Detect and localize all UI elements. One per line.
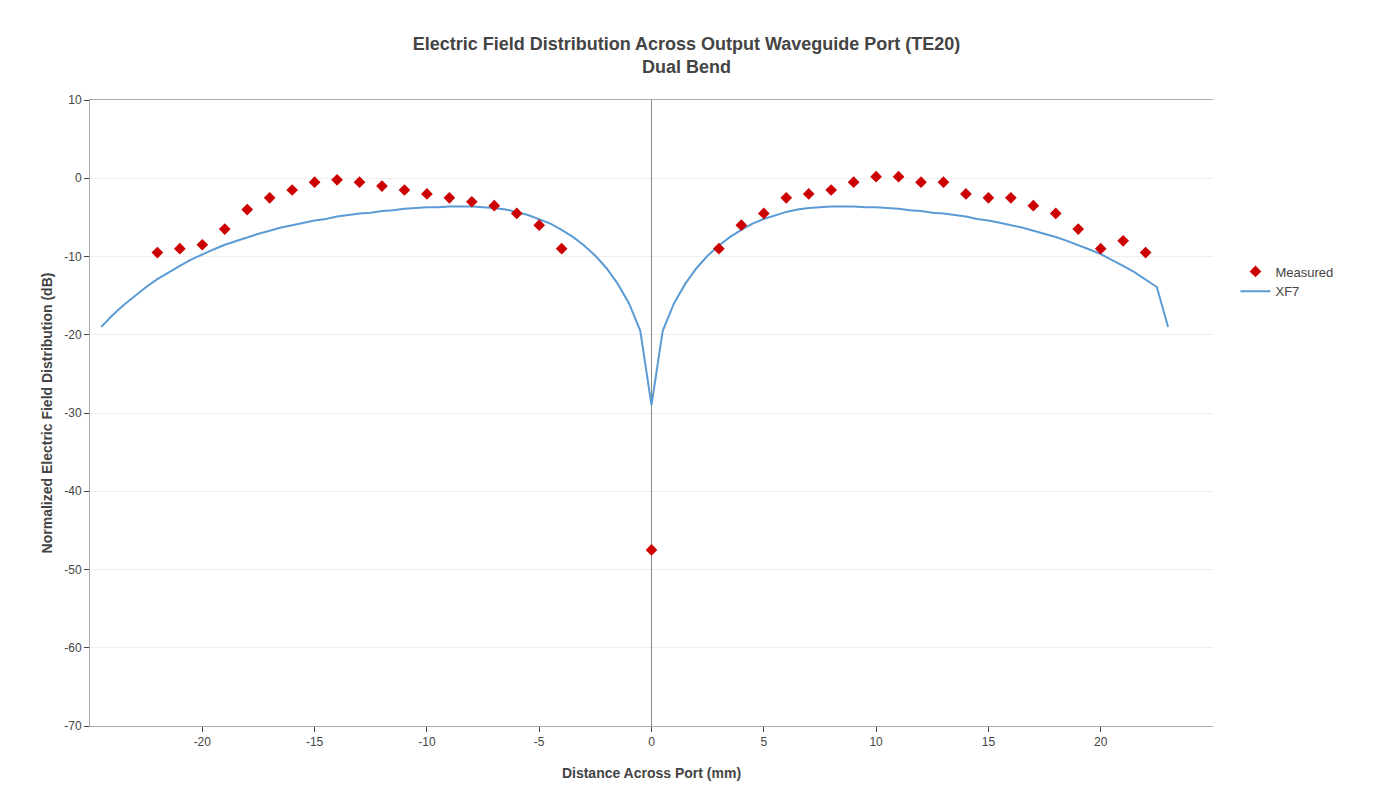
svg-text:10: 10 <box>869 735 883 749</box>
svg-text:-50: -50 <box>64 563 82 577</box>
svg-text:Distance Across Port (mm): Distance Across Port (mm) <box>562 765 741 781</box>
svg-text:-20: -20 <box>194 735 212 749</box>
svg-text:-15: -15 <box>306 735 324 749</box>
svg-text:XF7: XF7 <box>1275 284 1299 299</box>
svg-text:0: 0 <box>75 171 82 185</box>
svg-text:-60: -60 <box>64 641 82 655</box>
svg-text:10: 10 <box>68 93 82 107</box>
svg-text:5: 5 <box>760 735 767 749</box>
svg-text:-40: -40 <box>64 484 82 498</box>
svg-text:-5: -5 <box>534 735 545 749</box>
svg-text:15: 15 <box>982 735 996 749</box>
svg-text:Electric Field Distribution Ac: Electric Field Distribution Across Outpu… <box>413 34 961 77</box>
svg-text:Normalized Electric Field Dist: Normalized Electric Field Distribution (… <box>39 273 55 554</box>
svg-text:-30: -30 <box>64 406 82 420</box>
svg-text:-10: -10 <box>64 250 82 264</box>
svg-text:20: 20 <box>1094 735 1108 749</box>
svg-text:-70: -70 <box>64 719 82 733</box>
svg-text:-20: -20 <box>64 328 82 342</box>
svg-text:Measured: Measured <box>1275 265 1333 280</box>
svg-text:-10: -10 <box>418 735 436 749</box>
svg-text:0: 0 <box>648 735 655 749</box>
